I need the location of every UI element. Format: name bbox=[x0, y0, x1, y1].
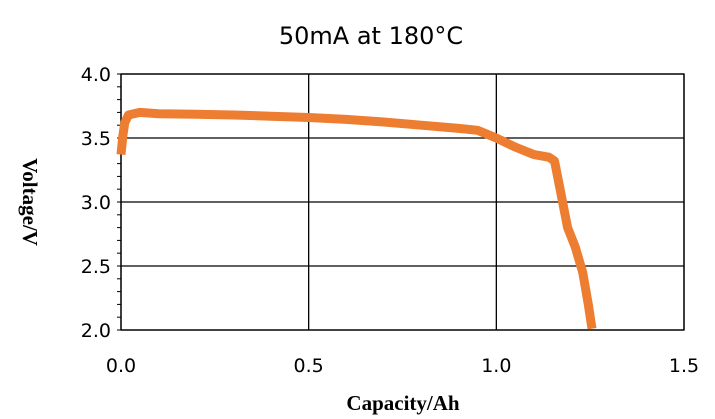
x-tick-label: 1.5 bbox=[669, 355, 699, 377]
y-axis-title: Voltage/V bbox=[18, 158, 42, 246]
plot-frame bbox=[120, 73, 685, 331]
x-tick-label: 0.5 bbox=[294, 355, 324, 377]
y-tick-label: 2.0 bbox=[81, 320, 111, 342]
x-axis-title: Capacity/Ah bbox=[346, 391, 459, 415]
x-tick-label: 0.0 bbox=[106, 355, 136, 377]
series-line bbox=[116, 107, 597, 330]
y-tick-label: 2.5 bbox=[81, 256, 111, 278]
series-layer bbox=[116, 107, 597, 330]
y-tick-label: 3.5 bbox=[81, 128, 111, 150]
x-tick-label: 1.0 bbox=[481, 355, 511, 377]
chart-title: 50mA at 180°C bbox=[279, 22, 463, 50]
y-tick-labels: 2.0 2.5 3.0 3.5 4.0 bbox=[81, 64, 111, 342]
y-tick-label: 4.0 bbox=[81, 64, 111, 86]
x-tick-labels: 0.0 0.5 1.0 1.5 bbox=[106, 355, 699, 377]
y-tick-label: 3.0 bbox=[81, 192, 111, 214]
